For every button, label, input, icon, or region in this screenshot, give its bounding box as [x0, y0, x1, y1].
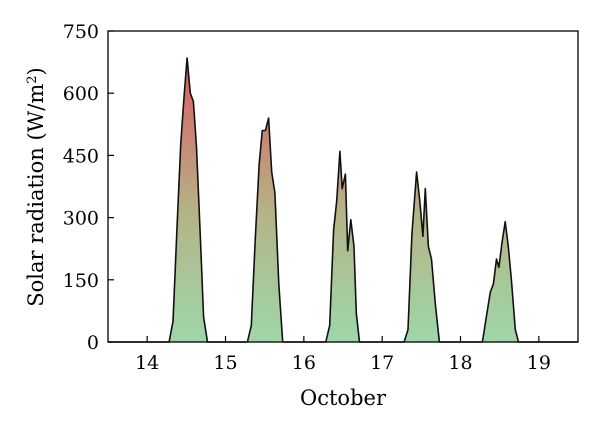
x-tick-label: 19	[527, 352, 551, 374]
y-tick-label: 0	[87, 332, 99, 354]
y-axis-title: Solar radiation (W/m2)	[24, 67, 48, 306]
x-tick-label: 15	[213, 352, 237, 374]
x-tick-label: 16	[292, 352, 316, 374]
x-axis: 14 15 16 17 18 19	[135, 336, 551, 374]
radiation-area-fill	[108, 58, 578, 342]
y-tick-label: 150	[63, 270, 99, 292]
radiation-line	[108, 57, 578, 343]
y-axis: 0 150 300 450 600 750	[63, 21, 114, 354]
plot-frame	[107, 30, 579, 343]
y-tick-label: 600	[63, 83, 99, 105]
y-tick-label: 750	[63, 21, 99, 43]
x-tick-label: 17	[370, 352, 394, 374]
x-axis-title: October	[300, 386, 387, 410]
y-tick-label: 450	[63, 145, 99, 167]
y-tick-label: 300	[63, 208, 99, 230]
x-tick-label: 18	[448, 352, 472, 374]
x-tick-label: 14	[135, 352, 159, 374]
